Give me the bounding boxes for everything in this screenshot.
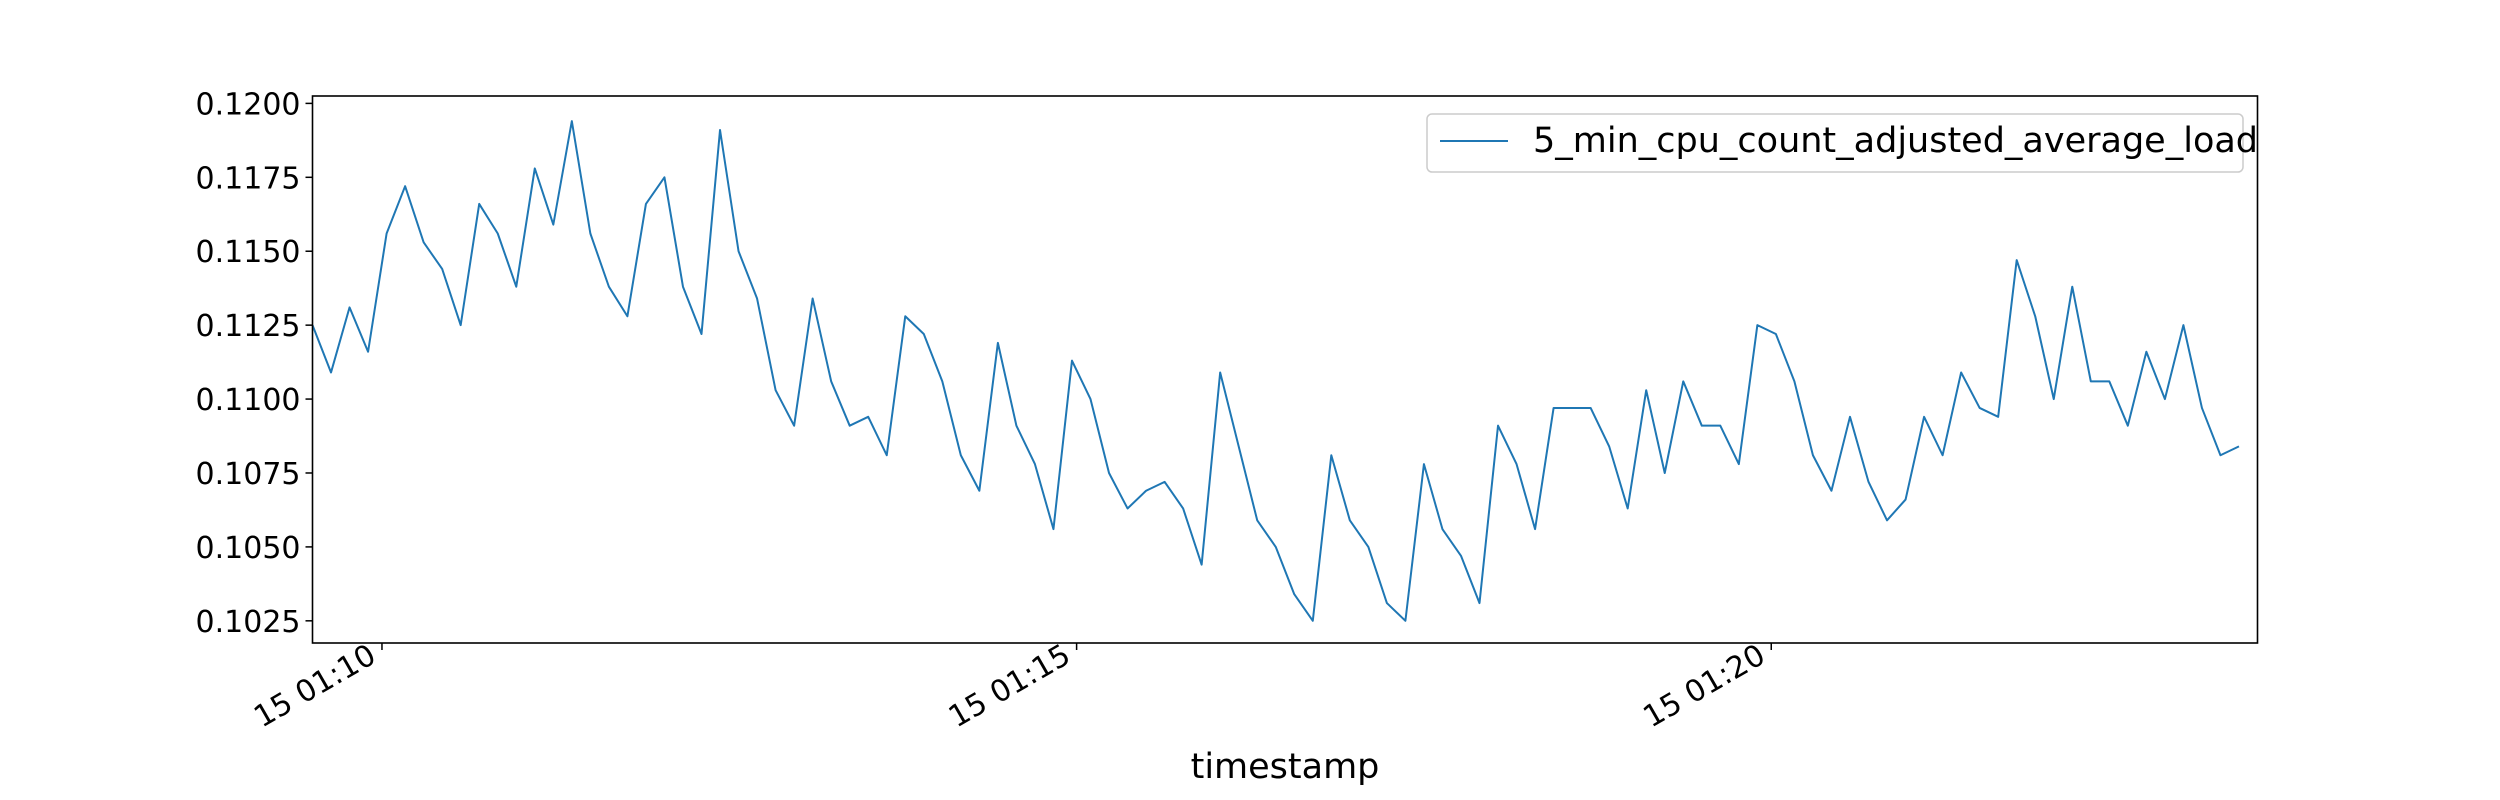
y-tick-label: 0.1100 [196,383,301,418]
plot-area [312,96,2258,643]
y-tick-label: 0.1025 [196,605,301,640]
legend-label: 5_min_cpu_count_adjusted_average_load [1533,121,2258,161]
y-tick-label: 0.1050 [196,531,301,566]
series-line-0 [312,120,2240,622]
legend-box [1426,113,2244,173]
y-tick-label: 0.1200 [196,87,301,122]
x-axis-label: timestamp [1191,747,1380,787]
y-tick-label: 0.1150 [196,235,301,270]
series-layer [312,120,2240,622]
y-tick-label: 0.1125 [196,309,301,344]
legend: 5_min_cpu_count_adjusted_average_load [1426,113,2258,173]
y-axis-ticks: 0.1025 0.1050 0.1075 0.1100 0.1125 0.1150 0.11… [196,87,313,640]
y-tick-label: 0.1075 [196,457,301,492]
plot-frame [311,95,2259,644]
y-tick-label: 0.1175 [196,161,301,196]
